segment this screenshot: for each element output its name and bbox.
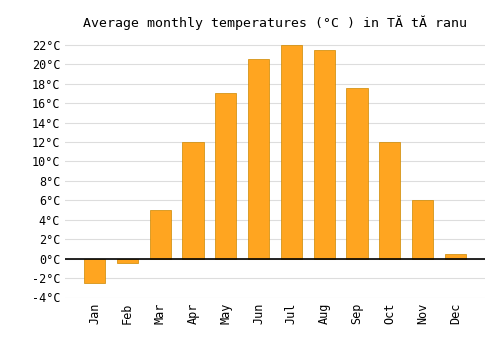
- Bar: [215, 93, 236, 259]
- Bar: [314, 50, 335, 259]
- Bar: [150, 210, 171, 259]
- Bar: [444, 254, 466, 259]
- Bar: [346, 89, 368, 259]
- Bar: [117, 259, 138, 264]
- Bar: [248, 59, 270, 259]
- Bar: [84, 259, 106, 283]
- Bar: [379, 142, 400, 259]
- Bar: [412, 200, 433, 259]
- Title: Average monthly temperatures (°C ) in TĂ tĂ ranu: Average monthly temperatures (°C ) in TĂ…: [83, 15, 467, 30]
- Bar: [182, 142, 204, 259]
- Bar: [280, 45, 302, 259]
